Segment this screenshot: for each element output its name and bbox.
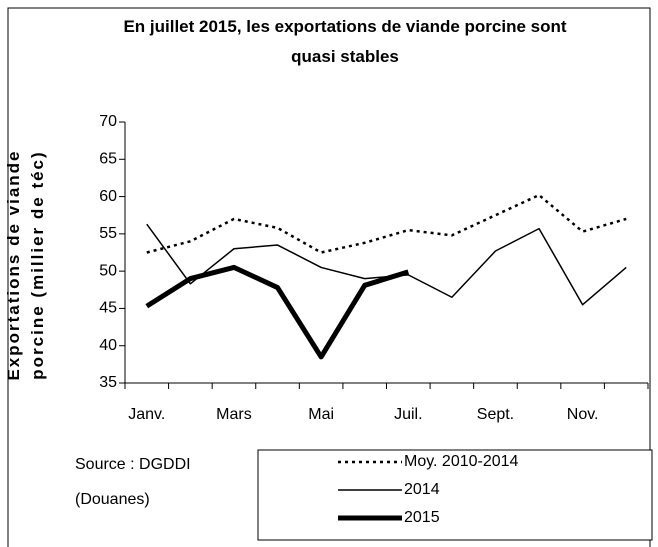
source: Source : DGDDI bbox=[75, 456, 191, 473]
y-tick-label: 55 bbox=[99, 225, 117, 242]
x-tick-label: Sept. bbox=[477, 406, 514, 423]
legend-label: 2014 bbox=[404, 481, 440, 498]
y-tick-label: 60 bbox=[99, 188, 117, 205]
x-tick-label: Nov. bbox=[567, 406, 599, 423]
series-line bbox=[146, 193, 627, 254]
y-tick-label: 40 bbox=[99, 337, 117, 354]
y-axis-label: Exportations de viande porcine (millier … bbox=[4, 149, 47, 381]
x-tick-label: Mars bbox=[216, 406, 252, 423]
x-tick-label: Janv. bbox=[128, 406, 165, 423]
legend-label: 2015 bbox=[404, 509, 440, 526]
legend-box bbox=[257, 449, 653, 541]
frame bbox=[7, 7, 651, 547]
x-tick-label: Mai bbox=[308, 406, 334, 423]
series-line bbox=[145, 264, 410, 360]
x-tick-label: Juil. bbox=[394, 406, 422, 423]
y-tick-label: 70 bbox=[99, 113, 117, 130]
series-line bbox=[146, 223, 627, 306]
chart-title: En juillet 2015, les exportations de via… bbox=[123, 17, 567, 66]
legend-label: Moy. 2010-2014 bbox=[404, 453, 519, 470]
y-tick-label: 50 bbox=[99, 262, 117, 279]
y-tick-label: 45 bbox=[99, 300, 117, 317]
y-tick-label: 35 bbox=[99, 374, 117, 391]
source: (Douanes) bbox=[75, 491, 150, 508]
y-tick-label: 65 bbox=[99, 151, 117, 168]
